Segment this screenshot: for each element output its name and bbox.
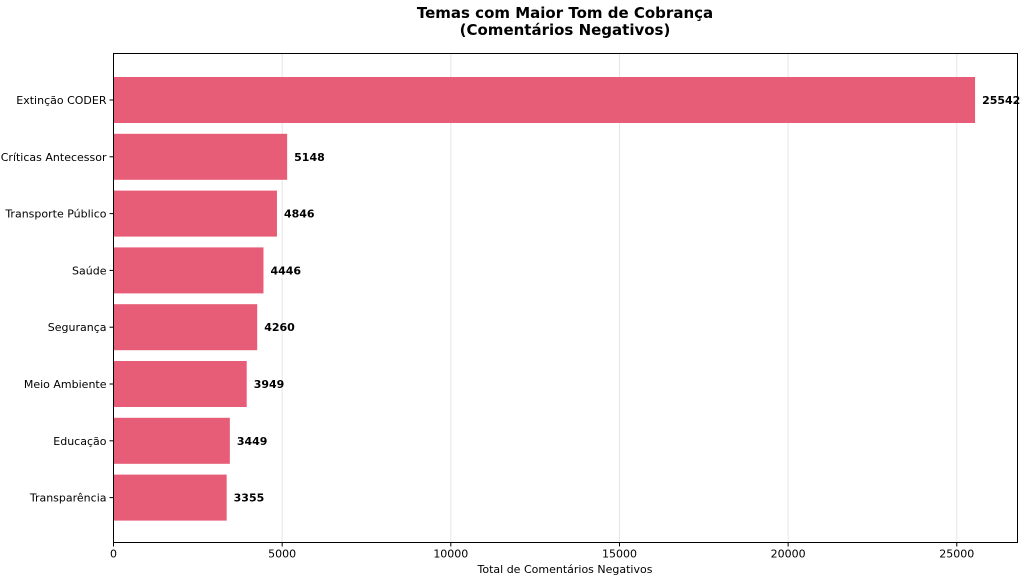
- bars: [113, 77, 976, 521]
- x-tick-label: 10000: [433, 548, 468, 561]
- data-label: 4846: [284, 208, 315, 221]
- y-tick-label: Extinção CODER: [16, 94, 107, 107]
- data-labels: 25542 5148 4846 4446 4260 3949 3449 3355: [234, 94, 1021, 505]
- bar: [113, 190, 277, 237]
- y-tick-label: Segurança: [48, 321, 107, 334]
- y-tick-label: Críticas Antecessor: [1, 151, 107, 164]
- bar: [113, 417, 230, 464]
- y-tick-label: Educação: [53, 435, 106, 448]
- bar: [113, 474, 227, 521]
- x-tick-label: 5000: [268, 548, 296, 561]
- x-tick-label: 20000: [771, 548, 806, 561]
- x-axis-label: Total de Comentários Negativos: [477, 563, 653, 576]
- data-label: 3949: [254, 378, 285, 391]
- data-label: 5148: [294, 151, 325, 164]
- bar: [113, 133, 288, 180]
- bar: [113, 361, 247, 407]
- data-label: 3449: [237, 435, 268, 448]
- chart-title-line2: (Comentários Negativos): [460, 21, 671, 39]
- data-label: 25542: [982, 94, 1020, 107]
- y-tick-label: Transparência: [29, 492, 107, 505]
- y-axis-ticks: Extinção CODER Críticas Antecessor Transpo…: [1, 94, 114, 505]
- bar: [113, 77, 976, 123]
- data-label: 3355: [234, 492, 265, 505]
- x-tick-label: 25000: [939, 548, 974, 561]
- chart-title-line1: Temas com Maior Tom de Cobrança: [417, 4, 713, 22]
- x-tick-label: 15000: [602, 548, 637, 561]
- y-tick-label: Transporte Público: [4, 208, 106, 221]
- y-tick-label: Saúde: [72, 264, 107, 277]
- grid-lines: [113, 53, 958, 543]
- bar: [113, 304, 258, 351]
- data-label: 4446: [270, 264, 301, 277]
- plot-frame: [113, 53, 1018, 543]
- x-tick-label: 0: [110, 548, 117, 561]
- bar: [113, 247, 264, 294]
- x-axis-ticks: 0 5000 10000 15000 20000 25000: [110, 542, 974, 561]
- y-tick-label: Meio Ambiente: [24, 378, 107, 391]
- data-label: 4260: [264, 321, 295, 334]
